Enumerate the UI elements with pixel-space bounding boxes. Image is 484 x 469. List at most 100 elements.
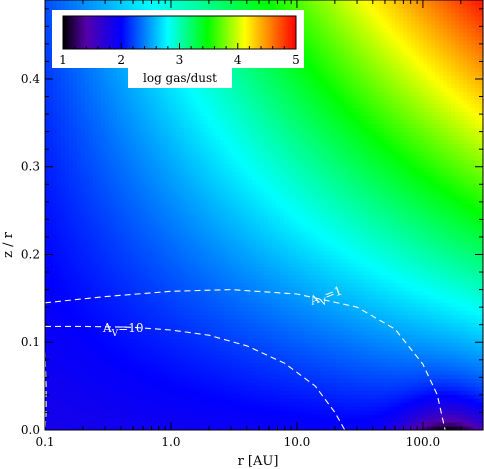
heatmap-cell <box>48 127 54 132</box>
heatmap-cell <box>156 374 162 379</box>
heatmap-cell <box>56 322 62 328</box>
heatmap-cell <box>148 147 154 152</box>
heatmap-cell <box>100 306 106 312</box>
heatmap-cell <box>60 382 66 387</box>
heatmap-cell <box>96 266 102 272</box>
heatmap-cell <box>176 0 181 5</box>
heatmap-cell <box>88 99 94 105</box>
heatmap-cell <box>212 414 217 419</box>
heatmap-cell <box>176 159 181 164</box>
heatmap-cell <box>192 147 197 152</box>
heatmap-cell <box>196 410 201 415</box>
heatmap-cell <box>116 191 122 196</box>
heatmap-cell <box>60 123 66 129</box>
heatmap-cell <box>124 71 130 77</box>
heatmap-cell <box>68 346 74 351</box>
heatmap-cell <box>112 167 118 172</box>
heatmap-cell <box>192 163 197 168</box>
heatmap-cell <box>184 390 189 395</box>
heatmap-cell <box>116 242 122 248</box>
heatmap-cell <box>104 334 110 340</box>
heatmap-cell <box>208 326 213 332</box>
heatmap-cell <box>120 398 126 403</box>
heatmap-cell <box>88 131 94 136</box>
heatmap-cell <box>128 226 134 232</box>
heatmap-cell <box>208 87 213 93</box>
heatmap-cell <box>208 211 213 216</box>
heatmap-cell <box>48 195 54 200</box>
heatmap-cell <box>192 394 197 399</box>
heatmap-cell <box>68 199 74 204</box>
heatmap-cell <box>112 298 118 304</box>
heatmap-cell <box>60 274 66 280</box>
heatmap-cell <box>108 215 114 220</box>
heatmap-cell <box>48 394 54 399</box>
heatmap-cell <box>140 127 146 132</box>
heatmap-cell <box>132 274 138 280</box>
heatmap-cell <box>96 374 102 379</box>
heatmap-cell <box>52 75 58 81</box>
heatmap-cell <box>204 250 209 256</box>
heatmap-cell <box>152 398 158 403</box>
heatmap-cell <box>45 342 50 347</box>
heatmap-cell <box>156 163 162 168</box>
heatmap-cell <box>184 298 189 304</box>
heatmap-cell <box>208 135 213 140</box>
heatmap-cell <box>108 75 114 81</box>
heatmap-cell <box>148 334 154 340</box>
heatmap-cell <box>108 234 114 240</box>
heatmap-cell <box>124 242 130 248</box>
heatmap-cell <box>152 358 158 363</box>
heatmap-cell <box>184 290 189 296</box>
heatmap-cell <box>64 382 70 387</box>
heatmap-cell <box>96 218 102 224</box>
heatmap-cell <box>88 386 94 391</box>
heatmap-cell <box>88 322 94 328</box>
heatmap-cell <box>88 422 94 427</box>
heatmap-cell <box>100 330 106 336</box>
heatmap-cell <box>228 374 233 379</box>
heatmap-cell <box>144 127 150 132</box>
heatmap-cell <box>160 191 166 196</box>
heatmap-cell <box>45 179 50 184</box>
heatmap-cell <box>144 171 150 176</box>
heatmap-cell <box>164 370 170 375</box>
heatmap-cell <box>228 362 233 367</box>
heatmap-cell <box>80 135 86 140</box>
heatmap-cell <box>224 159 229 164</box>
heatmap-cell <box>120 302 126 308</box>
heatmap-cell <box>156 211 162 216</box>
heatmap-cell <box>152 163 158 168</box>
heatmap-cell <box>196 362 201 367</box>
heatmap-cell <box>92 135 98 140</box>
heatmap-cell <box>148 346 154 351</box>
heatmap-cell <box>200 143 205 148</box>
heatmap-cell <box>72 310 78 316</box>
heatmap-cell <box>124 234 130 240</box>
heatmap-cell <box>208 230 213 236</box>
heatmap-cell <box>180 119 185 125</box>
heatmap-cell <box>180 187 185 192</box>
heatmap-cell <box>212 242 217 248</box>
heatmap-cell <box>152 302 158 308</box>
heatmap-cell <box>112 199 118 204</box>
heatmap-cell <box>164 203 170 208</box>
heatmap-cell <box>200 246 205 252</box>
heatmap-cell <box>100 274 106 280</box>
heatmap-cell <box>188 222 193 228</box>
heatmap-cell <box>96 191 102 196</box>
heatmap-cell <box>224 183 229 188</box>
heatmap-cell <box>148 159 154 164</box>
heatmap-cell <box>80 342 86 347</box>
heatmap-cell <box>72 410 78 415</box>
heatmap-cell <box>104 370 110 375</box>
heatmap-cell <box>80 366 86 371</box>
heatmap-cell <box>192 330 197 336</box>
heatmap-cell <box>180 131 185 136</box>
heatmap-cell <box>192 115 197 121</box>
heatmap-cell <box>168 234 174 240</box>
heatmap-cell <box>184 159 189 164</box>
heatmap-cell <box>48 354 54 359</box>
heatmap-cell <box>140 254 146 260</box>
heatmap-cell <box>200 326 205 332</box>
